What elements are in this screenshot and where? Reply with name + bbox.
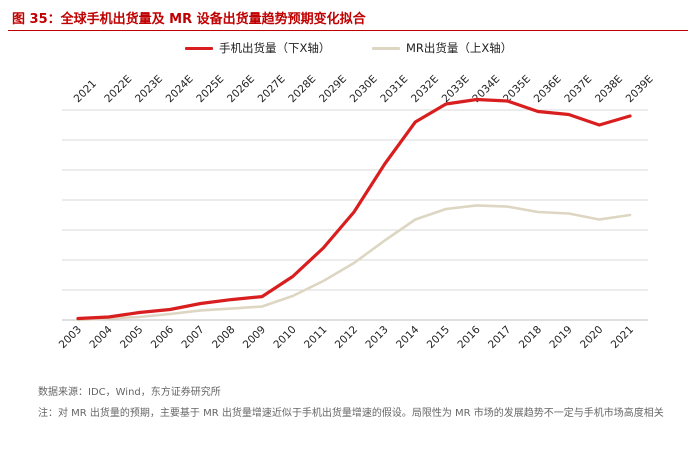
top-tick-label: 2031E bbox=[378, 73, 410, 105]
top-tick-label: 2023E bbox=[133, 73, 165, 105]
series-line-phone bbox=[76, 97, 632, 321]
top-tick-label: 2024E bbox=[164, 73, 196, 105]
series-lines bbox=[76, 97, 632, 322]
top-tick-label: 2039E bbox=[624, 73, 656, 105]
bottom-tick-label: 2005 bbox=[118, 324, 145, 351]
bottom-tick-label: 2010 bbox=[271, 324, 298, 351]
top-tick-label: 2021 bbox=[72, 78, 99, 105]
note-text: 注：对 MR 出货量的预期，主要基于 MR 出货量增速近似于手机出货量增速的假设… bbox=[38, 408, 664, 419]
top-tick-label: 2027E bbox=[256, 73, 288, 105]
bottom-tick-label: 2013 bbox=[363, 324, 390, 351]
top-tick-label: 2036E bbox=[532, 73, 564, 105]
grid-lines bbox=[62, 109, 648, 321]
bottom-tick-label: 2007 bbox=[179, 324, 206, 351]
bottom-tick-label: 2019 bbox=[547, 324, 574, 351]
top-tick-label: 2037E bbox=[562, 73, 594, 105]
bottom-tick-label: 2003 bbox=[57, 324, 84, 351]
top-x-axis: 2021 2022E2023E2024E2025E2026E2027E2028E2… bbox=[72, 73, 656, 105]
bottom-tick-label: 2008 bbox=[210, 324, 237, 351]
bottom-tick-label: 2012 bbox=[333, 324, 360, 351]
legend-label-phone: 手机出货量（下X轴） bbox=[219, 41, 331, 55]
top-tick-label: 2038E bbox=[593, 73, 625, 105]
top-tick-label: 2028E bbox=[286, 73, 318, 105]
bottom-tick-label: 2014 bbox=[394, 323, 422, 351]
top-tick-label: 2026E bbox=[225, 73, 257, 105]
bottom-tick-label: 2006 bbox=[149, 323, 177, 351]
bottom-tick-label: 2018 bbox=[517, 324, 544, 351]
top-tick-label: 2032E bbox=[409, 73, 441, 105]
bottom-x-axis: 2003 2004 2005 2006 2007 2008 2009 2010 2011 2012… bbox=[57, 323, 636, 351]
top-tick-label: 2030E bbox=[348, 73, 380, 105]
legend-item-mr: MR出货量（上X轴） bbox=[372, 40, 512, 56]
top-tick-label: 2022E bbox=[102, 73, 134, 105]
legend-item-phone: 手机出货量（下X轴） bbox=[185, 40, 330, 56]
top-tick-label: 2029E bbox=[317, 73, 349, 105]
source-text: 数据来源：IDC，Wind，东方证券研究所 bbox=[38, 387, 221, 398]
title-bar: 图 35：全球手机出货量及 MR 设备出货量趋势预期变化拟合 bbox=[8, 6, 688, 31]
bottom-tick-label: 2021 bbox=[609, 324, 636, 351]
bottom-tick-label: 2009 bbox=[241, 324, 268, 351]
series-line-mr bbox=[76, 204, 632, 322]
bottom-tick-label: 2016 bbox=[455, 323, 483, 351]
legend-swatch-mr bbox=[372, 46, 400, 50]
bottom-tick-label: 2020 bbox=[578, 324, 605, 351]
bottom-tick-label: 2017 bbox=[486, 324, 513, 351]
legend-swatch-phone bbox=[185, 46, 213, 50]
legend-label-mr: MR出货量（上X轴） bbox=[406, 41, 513, 55]
bottom-tick-label: 2011 bbox=[302, 324, 329, 351]
top-tick-label: 2025E bbox=[194, 73, 226, 105]
bottom-tick-label: 2004 bbox=[87, 323, 115, 351]
legend: 手机出货量（下X轴） MR出货量（上X轴） bbox=[0, 40, 696, 58]
bottom-tick-label: 2015 bbox=[425, 324, 452, 351]
chart-title: 图 35：全球手机出货量及 MR 设备出货量趋势预期变化拟合 bbox=[12, 12, 366, 27]
